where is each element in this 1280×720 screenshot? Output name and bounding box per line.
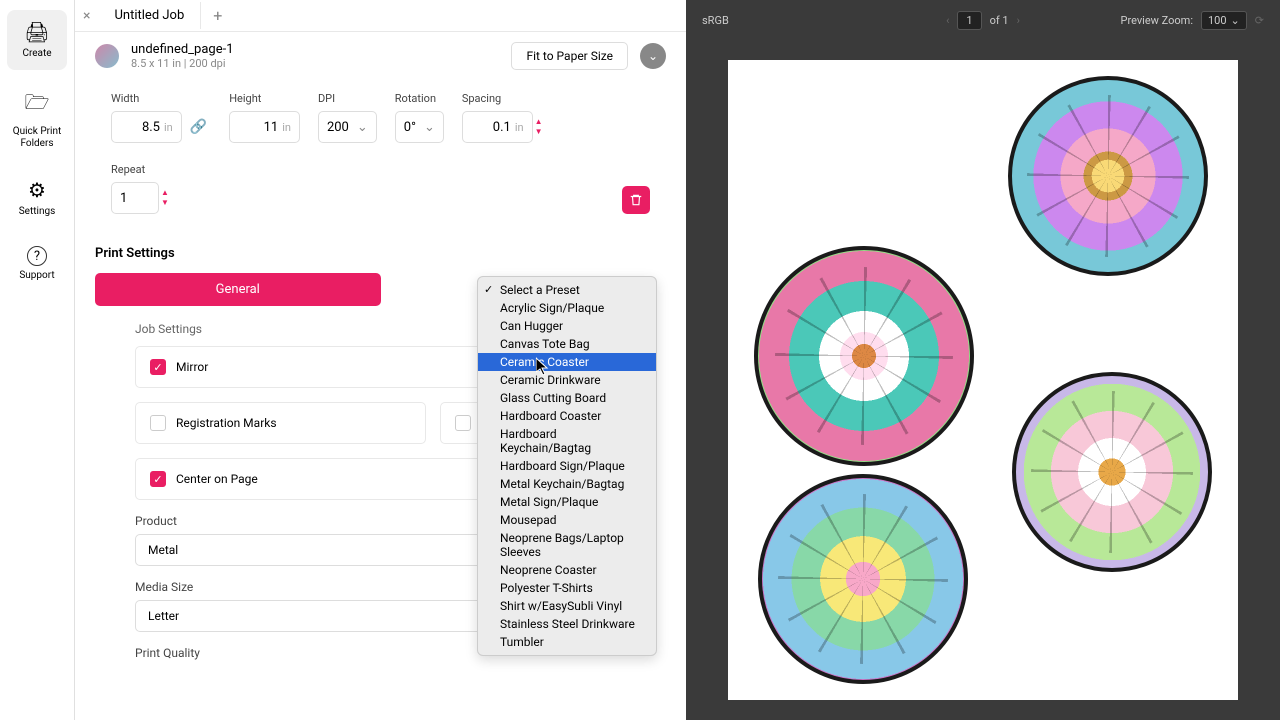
help-icon: ? [27,246,47,266]
folder-icon: 🗁 [25,88,50,122]
preset-option[interactable]: Metal Sign/Plaque [478,493,656,511]
preset-option[interactable]: Acrylic Sign/Plaque [478,299,656,317]
preview-panel: sRGB ‹ 1 of 1 › Preview Zoom: 100⌄ ⟳ [686,0,1280,720]
gear-icon: ⚙ [28,178,46,202]
refresh-icon[interactable]: ⟳ [1255,14,1264,27]
preview-canvas [686,40,1280,720]
preset-option[interactable]: Shirt w/EasySubli Vinyl [478,597,656,615]
preset-option[interactable]: Polyester T-Shirts [478,579,656,597]
repeat-input[interactable] [111,182,159,214]
preset-option[interactable]: Metal Keychain/Bagtag [478,475,656,493]
next-page-button[interactable]: › [1017,14,1020,27]
page-number-input[interactable]: 1 [957,11,981,30]
rotation-select[interactable]: 0°⌄ [395,111,444,143]
dpi-label: DPI [318,92,377,105]
preset-option[interactable]: Stainless Steel Drinkware [478,615,656,633]
preset-option[interactable]: Neoprene Coaster [478,561,656,579]
sidebar-item-support[interactable]: ? Support [7,236,67,292]
height-label: Height [229,92,300,105]
mandala-image-1 [1008,76,1208,276]
height-input[interactable]: in [229,111,300,143]
tab-close-button[interactable]: × [75,8,98,24]
width-label: Width [111,92,211,105]
preset-option[interactable]: Ceramic Drinkware [478,371,656,389]
preset-option[interactable]: Neoprene Bags/Laptop Sleeves [478,529,656,561]
preset-option[interactable]: Hardboard Sign/Plaque [478,457,656,475]
page-header: undefined_page-1 8.5 x 11 in | 200 dpi F… [95,32,666,80]
page-name: undefined_page-1 [131,42,499,57]
fit-to-paper-button[interactable]: Fit to Paper Size [511,42,628,70]
sidebar-item-settings[interactable]: ⚙ Settings [7,168,67,228]
trash-icon [629,193,643,207]
mandala-image-3 [1012,372,1212,572]
page-info: undefined_page-1 8.5 x 11 in | 200 dpi [131,42,499,70]
page-thumbnail-icon [95,44,119,68]
sidebar-label: Settings [19,206,56,218]
spacing-input[interactable]: in [462,111,533,143]
mandala-image-2 [754,246,974,466]
repeat-stepper[interactable]: ▲▼ [161,189,169,207]
sidebar-label: Support [19,270,54,282]
rotation-label: Rotation [395,92,444,105]
registration-label: Registration Marks [176,416,277,430]
tab-general[interactable]: General [95,273,381,306]
preview-header: sRGB ‹ 1 of 1 › Preview Zoom: 100⌄ ⟳ [686,0,1280,40]
registration-checkbox[interactable] [150,415,166,431]
page-meta: 8.5 x 11 in | 200 dpi [131,57,499,70]
bleed-checkbox[interactable] [455,415,471,431]
preset-option[interactable]: Canvas Tote Bag [478,335,656,353]
printer-icon: 🖨 [24,20,49,44]
zoom-select[interactable]: 100⌄ [1201,11,1247,30]
sidebar-item-create[interactable]: 🖨 Create [7,10,67,70]
spacing-stepper[interactable]: ▲▼ [535,118,543,136]
preset-option[interactable]: Tumbler [478,633,656,651]
preset-option[interactable]: Hardboard Keychain/Bagtag [478,425,656,457]
expand-toggle[interactable]: ⌄ [640,43,666,69]
prev-page-button[interactable]: ‹ [946,14,949,27]
zoom-label: Preview Zoom: [1121,14,1194,27]
mirror-label: Mirror [176,360,208,374]
preview-page [728,60,1238,700]
print-settings-title: Print Settings [95,230,666,273]
preset-dropdown[interactable]: Select a PresetAcrylic Sign/PlaqueCan Hu… [477,276,657,656]
repeat-label: Repeat [111,163,169,176]
mandala-image-4 [758,474,968,684]
sidebar-item-folders[interactable]: 🗁 Quick Print Folders [7,78,67,160]
dimensions-row: Width in 🔗 Height in DPI 200⌄ Rotation 0… [95,80,666,155]
sidebar-label: Create [22,48,51,60]
registration-checkbox-card[interactable]: Registration Marks [135,402,426,444]
preset-option[interactable]: Ceramic Coaster [478,353,656,371]
color-profile-label: sRGB [702,14,889,27]
sidebar-label: Quick Print Folders [12,126,62,150]
tab-untitled[interactable]: Untitled Job [98,2,201,29]
preset-option[interactable]: Can Hugger [478,317,656,335]
tabs-bar: × Untitled Job + [75,0,686,32]
repeat-section: Repeat ▲▼ [95,155,666,230]
preset-option[interactable]: Mousepad [478,511,656,529]
page-total: of 1 [990,14,1009,27]
center-label: Center on Page [176,472,258,486]
sidebar: 🖨 Create 🗁 Quick Print Folders ⚙ Setting… [0,0,75,720]
preset-option[interactable]: Select a Preset [478,281,656,299]
preset-option[interactable]: Hardboard Coaster [478,407,656,425]
mirror-checkbox[interactable]: ✓ [150,359,166,375]
dpi-select[interactable]: 200⌄ [318,111,377,143]
delete-button[interactable] [622,186,650,214]
tab-add-button[interactable]: + [201,6,234,25]
link-dimensions-icon[interactable]: 🔗 [186,119,211,135]
spacing-label: Spacing [462,92,543,105]
preset-option[interactable]: Glass Cutting Board [478,389,656,407]
center-checkbox[interactable]: ✓ [150,471,166,487]
width-input[interactable]: in [111,111,182,143]
zoom-controls: Preview Zoom: 100⌄ ⟳ [1077,11,1264,30]
page-navigator: ‹ 1 of 1 › [889,11,1076,30]
